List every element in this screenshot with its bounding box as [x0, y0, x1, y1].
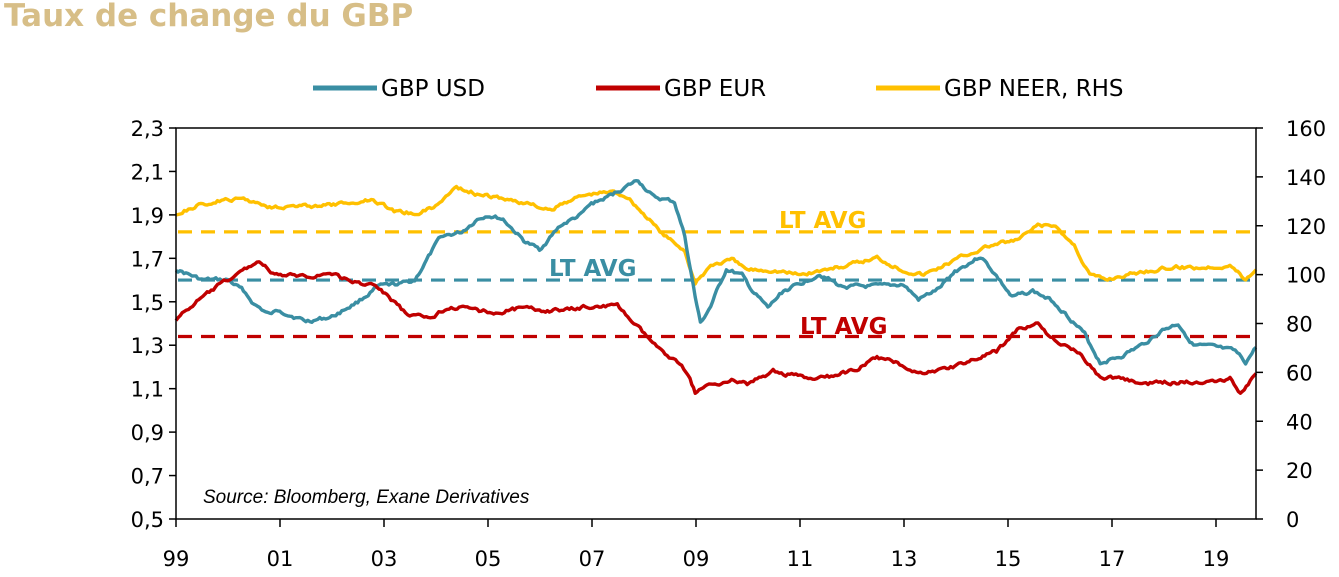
- reference-lines: [178, 230, 1254, 339]
- legend-label: GBP EUR: [664, 76, 766, 102]
- y-right-tick-label: 120: [1286, 215, 1326, 239]
- legend-label: GBP NEER, RHS: [944, 76, 1124, 102]
- series-lines: [174, 179, 1258, 395]
- y-left-tick-label: 1,5: [131, 291, 164, 315]
- x-tick-label: 01: [267, 547, 294, 571]
- y-left-tick-label: 1,3: [131, 334, 164, 358]
- chart-title: Taux de change du GBP: [4, 0, 414, 34]
- x-tick-label: 05: [475, 547, 502, 571]
- legend: GBP USD GBP EUR GBP NEER, RHS: [313, 76, 1124, 102]
- y-right-tick-label: 60: [1286, 361, 1313, 385]
- y-right-tick-label: 20: [1286, 459, 1313, 483]
- x-tick-label: 15: [995, 547, 1022, 571]
- lt-avg-label: LT AVG: [800, 314, 887, 340]
- annotations: LT AVG LT AVG LT AVG: [549, 208, 887, 340]
- x-tick-label: 17: [1099, 547, 1126, 571]
- x-tick-label: 11: [787, 547, 814, 571]
- lt-avg-label: LT AVG: [549, 256, 636, 282]
- lt-avg-label: LT AVG: [779, 208, 866, 234]
- x-tick-label: 13: [891, 547, 918, 571]
- axes: 2,3 2,1 1,9 1,7 1,5 1,3 1,1 0,9 0,7 0,5 160 140 120 1…: [131, 117, 1327, 571]
- y-right-tick-label: 40: [1286, 410, 1313, 434]
- plot-frame: [175, 127, 1257, 520]
- series-line-gbp-usd: [174, 179, 1258, 366]
- x-tick-label: 19: [1203, 547, 1230, 571]
- y-left-tick-label: 1,1: [131, 378, 164, 402]
- x-tick-label: 07: [579, 547, 606, 571]
- x-tick-label: 03: [371, 547, 398, 571]
- y-right-tick-label: 100: [1286, 264, 1326, 288]
- y-left-tick-label: 0,5: [131, 508, 164, 532]
- y-right-tick-label: 140: [1286, 166, 1326, 190]
- y-right-tick-label: 160: [1286, 117, 1326, 141]
- y-left-tick-label: 0,9: [131, 421, 164, 445]
- series-line-gbp-neer-rhs: [175, 184, 1258, 286]
- x-tick-label: 09: [683, 547, 710, 571]
- legend-label: GBP USD: [381, 76, 485, 102]
- y-left-tick-label: 0,7: [131, 465, 164, 489]
- x-tick-label: 99: [163, 547, 190, 571]
- y-right-tick-label: 80: [1286, 313, 1313, 337]
- series-line-gbp-eur: [174, 260, 1258, 395]
- y-left-tick-label: 2,3: [131, 117, 164, 141]
- y-left-tick-label: 1,7: [131, 247, 164, 271]
- y-left-tick-label: 1,9: [131, 204, 164, 228]
- source-note: Source: Bloomberg, Exane Derivatives: [203, 487, 530, 508]
- y-left-tick-label: 2,1: [131, 160, 164, 184]
- y-right-tick-label: 0: [1286, 508, 1299, 532]
